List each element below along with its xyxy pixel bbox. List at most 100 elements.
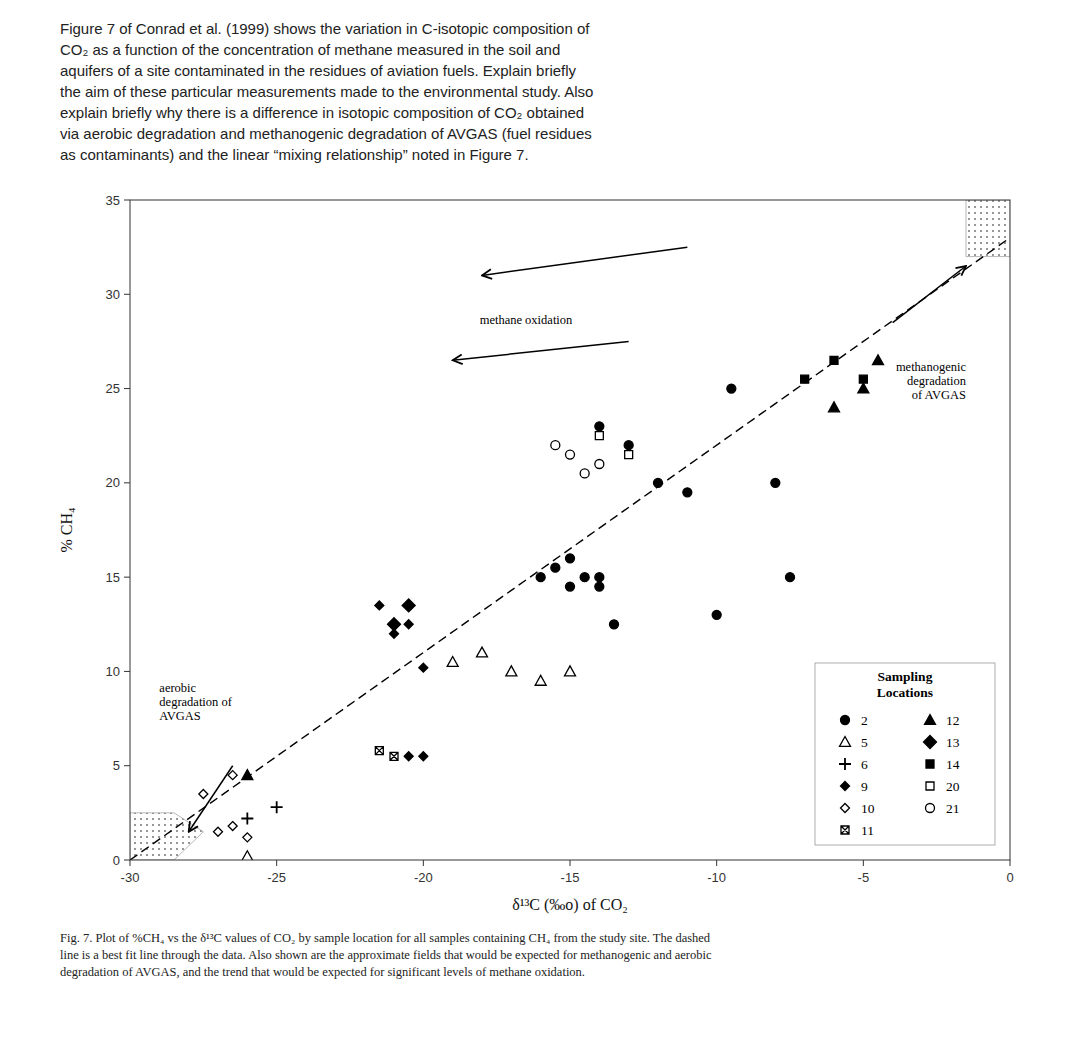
y-tick-label: 25	[106, 381, 120, 396]
y-tick	[124, 294, 130, 295]
data-point	[477, 647, 488, 657]
text-line: degradation	[907, 374, 967, 388]
legend-marker	[926, 804, 935, 813]
x-tick-label: -15	[561, 870, 580, 885]
data-point	[535, 675, 546, 685]
data-point	[242, 851, 253, 860]
x-tick	[423, 860, 424, 866]
y-tick	[124, 200, 130, 201]
annotation-arrow	[482, 247, 687, 275]
text-line: aquifers of a site contaminated in the r…	[60, 62, 577, 79]
data-point	[830, 356, 838, 364]
y-axis-label: % CH₄	[58, 507, 75, 553]
y-tick-label: 0	[113, 853, 120, 868]
legend-label: 2	[861, 713, 868, 728]
data-point	[595, 432, 603, 440]
legend-label: 5	[861, 735, 868, 750]
data-point	[595, 582, 604, 591]
hatched-region	[966, 200, 1010, 257]
x-tick-label: -20	[414, 870, 433, 885]
data-point	[566, 554, 575, 563]
legend-marker	[841, 782, 850, 791]
plot-frame	[130, 200, 1010, 860]
hatched-region	[130, 813, 203, 860]
data-point	[390, 752, 398, 760]
y-tick	[124, 860, 130, 861]
legend: SamplingLocations256910111213142021	[815, 663, 995, 845]
annotation: aerobicdegradation ofAVGAS	[159, 681, 232, 723]
y-tick	[124, 765, 130, 766]
title: Figure 7 of Conrad et al. (1999) shows t…	[60, 20, 593, 163]
data-point	[580, 469, 589, 478]
text-line: explain briefly why there is a differenc…	[60, 104, 584, 121]
chart: Figure 7 of Conrad et al. (1999) shows t…	[0, 0, 1080, 1041]
data-point	[271, 801, 283, 813]
data-point	[771, 478, 780, 487]
legend-marker	[925, 715, 936, 725]
x-tick-label: 0	[1006, 870, 1013, 885]
y-tick	[124, 671, 130, 672]
text-line: via aerobic degradation and methanogenic…	[60, 125, 592, 142]
legend-label: 6	[861, 757, 868, 772]
text-line: CO₂ as a function of the concentration o…	[60, 41, 560, 58]
legend-label: 11	[861, 823, 874, 838]
data-point	[402, 599, 415, 612]
text-line: AVGAS	[159, 709, 200, 723]
data-point	[214, 827, 223, 836]
legend-marker	[924, 736, 937, 749]
text-line: Fig. 7. Plot of %CH₄ vs the δ¹³C values …	[60, 931, 711, 945]
data-point	[506, 666, 517, 676]
data-point	[375, 747, 383, 755]
legend-label: 12	[946, 713, 960, 728]
x-tick	[716, 860, 717, 866]
data-point	[580, 573, 589, 582]
x-tick	[1010, 860, 1011, 866]
text-line: degradation of AVGAS, and the trend that…	[60, 965, 585, 979]
legend-marker	[841, 826, 849, 834]
data-point	[404, 620, 413, 629]
legend-box	[815, 663, 995, 845]
caption: Fig. 7. Plot of %CH₄ vs the δ¹³C values …	[60, 931, 712, 979]
legend-label: 21	[946, 801, 960, 816]
data-point	[419, 663, 428, 672]
data-point	[654, 478, 663, 487]
y-tick-label: 10	[106, 664, 120, 679]
text-line: degradation of	[159, 695, 232, 709]
legend-marker	[841, 716, 850, 725]
annotation-arrow	[453, 341, 629, 360]
data-point	[829, 402, 840, 412]
fit-line	[130, 238, 1010, 860]
data-point	[199, 790, 208, 799]
y-tick-label: 35	[106, 193, 120, 208]
data-point	[625, 451, 633, 459]
data-point	[228, 771, 237, 780]
y-tick-label: 15	[106, 570, 120, 585]
x-tick	[570, 860, 571, 866]
text-line: methanogenic	[896, 360, 967, 374]
annotation: methane oxidation	[480, 313, 573, 327]
data-point	[241, 813, 253, 825]
data-point	[566, 582, 575, 591]
x-tick-label: -10	[707, 870, 726, 885]
legend-marker	[841, 804, 850, 813]
text-line: the aim of these particular measurements…	[60, 83, 593, 100]
data-point	[873, 355, 884, 365]
data-point	[786, 573, 795, 582]
x-tick	[130, 860, 131, 866]
x-tick	[863, 860, 864, 866]
data-point	[228, 822, 237, 831]
x-axis-label: δ¹³C (‰o) of CO₂	[512, 896, 628, 914]
x-tick	[276, 860, 277, 866]
x-tick-label: -30	[121, 870, 140, 885]
x-tick-label: -25	[267, 870, 286, 885]
text-line: of AVGAS	[912, 388, 966, 402]
data-point	[565, 666, 576, 676]
data-point	[242, 770, 253, 780]
data-point	[727, 384, 736, 393]
data-point	[610, 620, 619, 629]
y-tick-label: 20	[106, 475, 120, 490]
text-line: methane oxidation	[480, 313, 573, 327]
data-point	[419, 752, 428, 761]
data-point	[595, 573, 604, 582]
data-point	[858, 383, 869, 393]
